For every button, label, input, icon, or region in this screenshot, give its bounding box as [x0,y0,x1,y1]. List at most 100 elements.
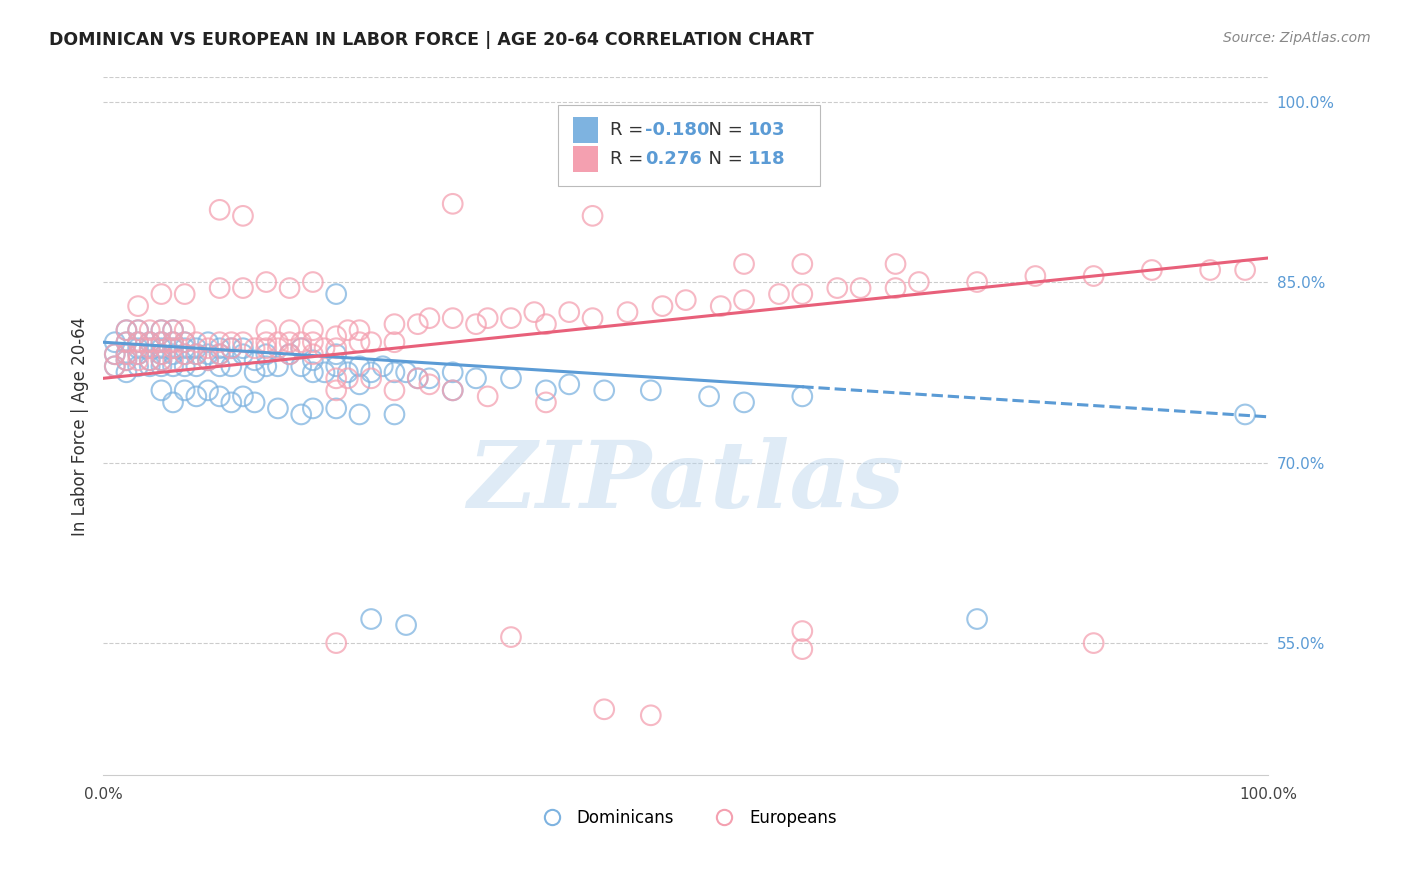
Point [232,347,254,361]
Point [477,311,499,326]
Point [384,365,406,379]
Point [150,287,173,301]
Point [115,353,138,368]
Point [139,335,162,350]
Point [499,311,522,326]
Point [127,323,149,337]
Point [186,389,208,403]
Point [581,209,603,223]
Point [792,642,814,657]
Point [336,323,359,337]
Point [173,335,195,350]
Point [150,353,173,368]
Point [162,335,184,350]
Point [651,299,673,313]
Point [104,347,127,361]
Point [360,612,382,626]
Point [115,323,138,337]
Point [150,347,173,361]
Point [162,353,184,368]
Point [127,347,149,361]
Point [349,323,371,337]
Point [208,335,231,350]
Point [127,341,149,355]
Point [150,335,173,350]
Legend: Dominicans, Europeans: Dominicans, Europeans [529,802,844,833]
Point [197,347,219,361]
Point [127,335,149,350]
FancyBboxPatch shape [572,146,599,172]
Point [360,365,382,379]
Point [371,359,394,374]
Point [208,281,231,295]
Point [150,323,173,337]
Point [675,293,697,307]
Point [314,365,336,379]
Point [290,408,312,422]
Point [593,702,616,716]
Point [325,401,347,416]
Point [1234,408,1257,422]
Point [710,299,733,313]
Point [104,359,127,374]
Point [162,395,184,409]
Point [768,287,790,301]
Point [115,335,138,350]
Point [523,305,546,319]
Point [221,341,243,355]
Point [139,335,162,350]
Text: Source: ZipAtlas.com: Source: ZipAtlas.com [1223,31,1371,45]
Point [534,317,557,331]
Point [441,365,464,379]
Point [162,359,184,374]
Point [162,323,184,337]
Point [115,347,138,361]
Point [406,371,429,385]
Point [418,311,440,326]
Point [104,347,127,361]
Point [349,408,371,422]
Point [290,335,312,350]
Point [197,384,219,398]
Point [243,365,266,379]
Point [254,275,277,289]
Point [349,335,371,350]
Point [792,624,814,638]
FancyBboxPatch shape [572,117,599,143]
Point [115,353,138,368]
Point [173,384,195,398]
Point [825,281,848,295]
Point [232,341,254,355]
Point [115,323,138,337]
Point [302,365,325,379]
Point [302,275,325,289]
Point [290,341,312,355]
Point [441,384,464,398]
Point [1234,263,1257,277]
Point [197,353,219,368]
Point [849,281,872,295]
Point [325,359,347,374]
Point [499,371,522,385]
Point [162,335,184,350]
Point [139,341,162,355]
Point [115,335,138,350]
Point [208,202,231,217]
Point [534,384,557,398]
Point [232,335,254,350]
Point [1140,263,1163,277]
Point [640,384,662,398]
Point [384,408,406,422]
Point [581,311,603,326]
Point [733,293,755,307]
Point [325,329,347,343]
Point [302,335,325,350]
Point [254,335,277,350]
Point [127,359,149,374]
Point [139,359,162,374]
Point [267,359,290,374]
Point [197,353,219,368]
Point [325,371,347,385]
Point [162,323,184,337]
Point [243,341,266,355]
